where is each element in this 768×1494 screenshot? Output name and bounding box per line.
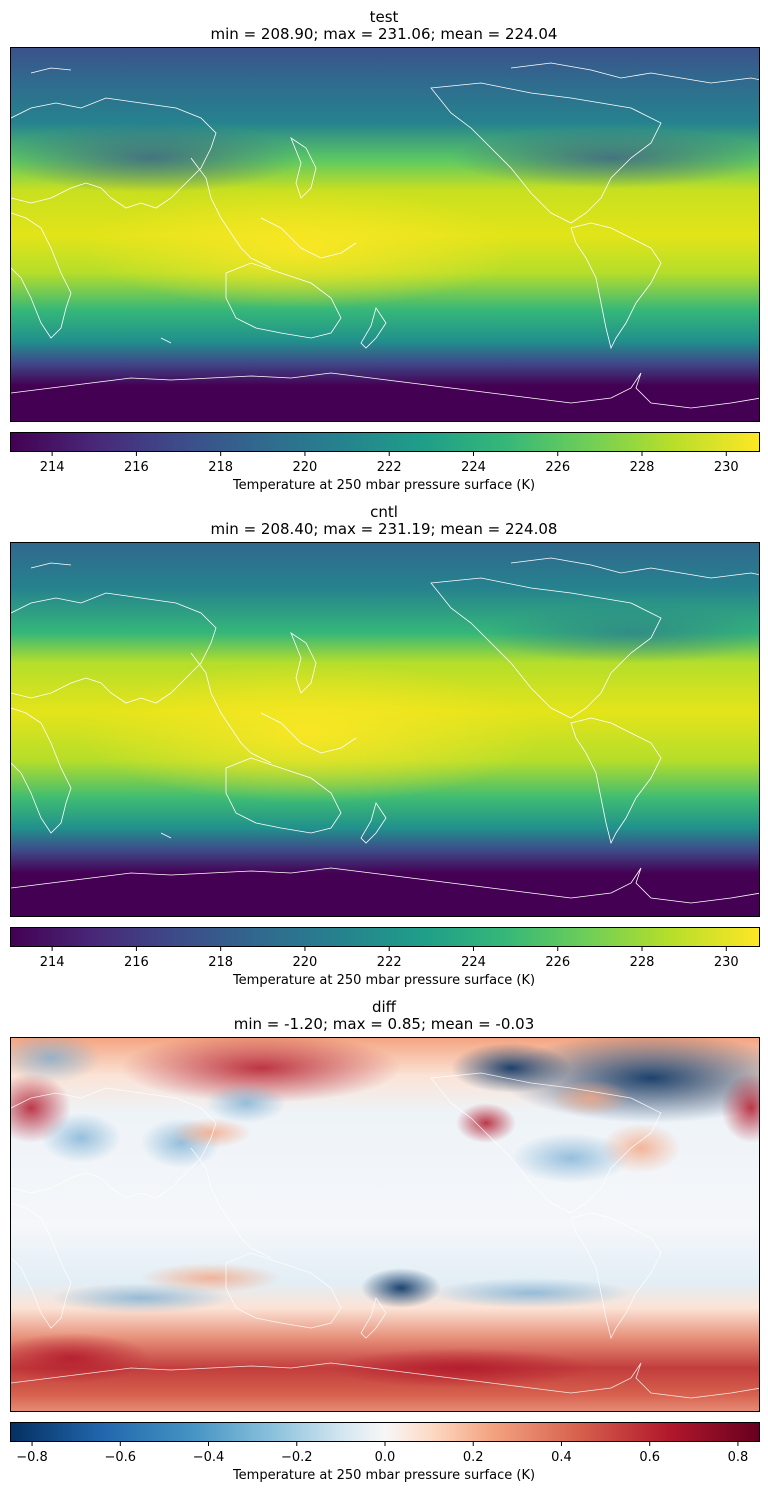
colorbar-tick-label: 0.8 <box>728 1450 749 1465</box>
map-svg-cntl <box>11 543 759 916</box>
colorbar-tick-label: 228 <box>630 955 655 970</box>
panel-subtitle: min = 208.90; max = 231.06; mean = 224.0… <box>210 25 558 43</box>
colorbar-tick-label: 224 <box>461 955 486 970</box>
panel-title: cntl <box>370 503 398 521</box>
colorbar <box>10 432 760 452</box>
temperature-map <box>10 542 760 917</box>
colorbar-tick-label: −0.4 <box>193 1450 225 1465</box>
colorbar-tick-label: 230 <box>714 955 739 970</box>
temperature-map <box>10 47 760 422</box>
colorbar-tick-label: 218 <box>208 460 233 475</box>
colorbar-tick-label: 222 <box>377 460 402 475</box>
colorbar-ticks: 214 216 218 220 222 224 226 228 230 <box>10 947 760 973</box>
colorbar-tick-label: −0.6 <box>105 1450 137 1465</box>
colorbar-tick-label: 222 <box>377 955 402 970</box>
map-svg-test <box>11 48 759 421</box>
difference-map <box>10 1037 760 1412</box>
colorbar-label: Temperature at 250 mbar pressure surface… <box>232 973 536 988</box>
colorbar-tick-label: 228 <box>630 460 655 475</box>
colorbar-tick-label: 226 <box>545 955 570 970</box>
colorbar-tick-label: 220 <box>293 955 318 970</box>
colorbar-tick-label: 216 <box>124 955 149 970</box>
colorbar <box>10 1422 760 1442</box>
colorbar-tick-label: 214 <box>40 460 65 475</box>
colorbar-tick-label: −0.8 <box>16 1450 48 1465</box>
colorbar-label: Temperature at 250 mbar pressure surface… <box>232 478 536 493</box>
map-svg-diff <box>11 1038 759 1411</box>
ticks-svg-cntl: 214 216 218 220 222 224 226 228 230 <box>40 947 739 970</box>
colorbar-tick-label: 216 <box>124 460 149 475</box>
colorbar-tick-label: 224 <box>461 460 486 475</box>
colorbar-tick-label: 226 <box>545 460 570 475</box>
colorbar-tick-label: 214 <box>40 955 65 970</box>
panel-subtitle: min = 208.40; max = 231.19; mean = 224.0… <box>210 520 558 538</box>
colorbar-tick-label: 220 <box>293 460 318 475</box>
panel-title: diff <box>371 998 397 1016</box>
colorbar-ticks: −0.8 −0.6 −0.4 −0.2 0.0 0.2 0.4 0.6 0.8 <box>10 1442 760 1468</box>
colorbar-label: Temperature at 250 mbar pressure surface… <box>232 1468 536 1483</box>
colorbar-tick-label: 0.4 <box>551 1450 572 1465</box>
panel-test: test min = 208.90; max = 231.06; mean = … <box>0 0 768 500</box>
colorbar-tick-label: 230 <box>714 460 739 475</box>
ticks-svg-test: 214 216 218 220 222 224 226 228 230 <box>40 452 739 475</box>
panel-subtitle: min = -1.20; max = 0.85; mean = -0.03 <box>233 1015 535 1033</box>
colorbar-ticks: 214 216 218 220 222 224 226 228 230 <box>10 452 760 478</box>
colorbar-tick-label: 218 <box>208 955 233 970</box>
colorbar-tick-label: −0.2 <box>281 1450 313 1465</box>
colorbar-tick-label: 0.0 <box>375 1450 396 1465</box>
colorbar-tick-label: 0.2 <box>463 1450 484 1465</box>
colorbar-tick-label: 0.6 <box>639 1450 660 1465</box>
panel-title: test <box>369 8 399 26</box>
ticks-svg-diff: −0.8 −0.6 −0.4 −0.2 0.0 0.2 0.4 0.6 0.8 <box>16 1442 749 1465</box>
colorbar <box>10 927 760 947</box>
panel-cntl: cntl min = 208.40; max = 231.19; mean = … <box>10 503 760 988</box>
